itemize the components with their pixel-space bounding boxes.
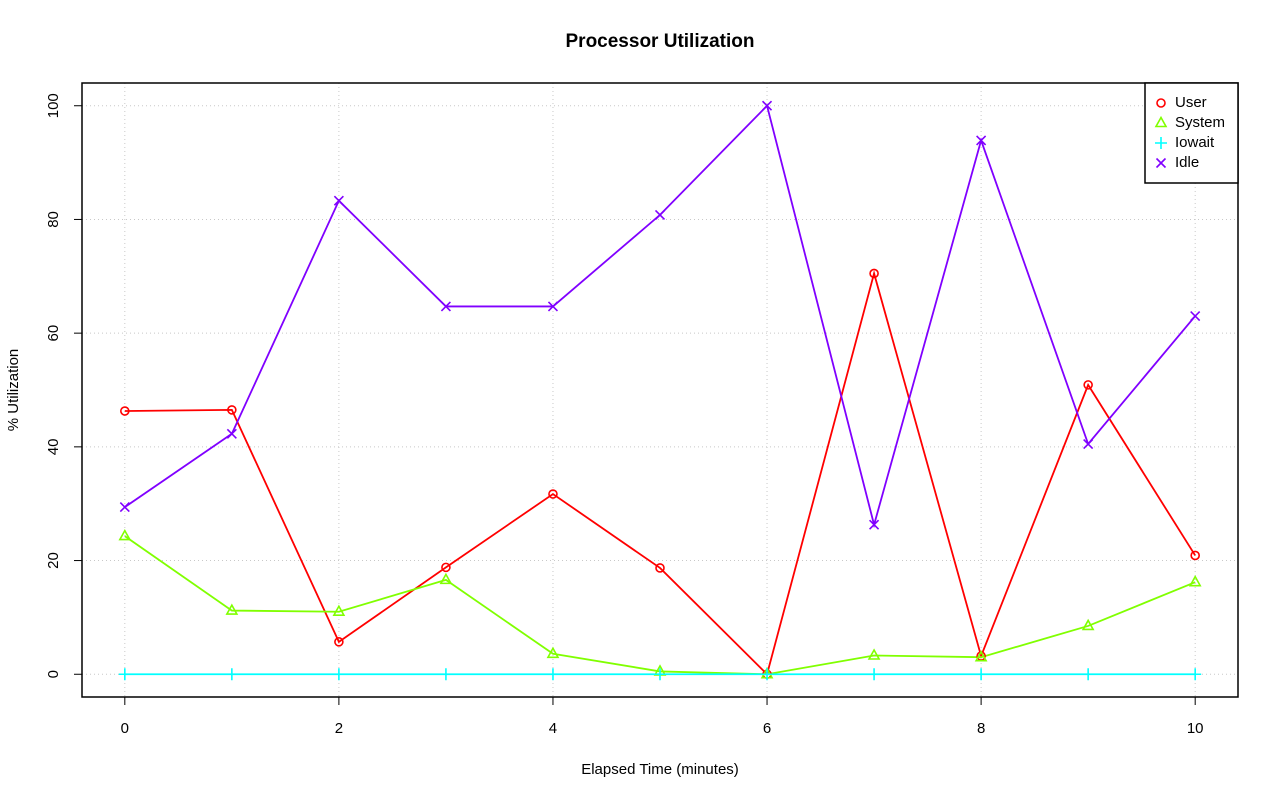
point: [1190, 550, 1200, 561]
legend-marker: [1154, 115, 1168, 128]
point: [761, 100, 773, 111]
point: [227, 405, 237, 415]
point: [332, 668, 345, 681]
point: [546, 668, 559, 681]
point: [548, 489, 558, 499]
point: [441, 562, 451, 573]
y-tick-label: 100: [45, 93, 62, 118]
point: [1083, 438, 1094, 450]
x-tick-label: 0: [121, 720, 129, 737]
point: [118, 528, 132, 541]
legend-label: System: [1175, 114, 1225, 131]
point: [120, 406, 130, 416]
point: [1189, 668, 1202, 681]
series-line: [124, 535, 1196, 676]
point: [868, 668, 881, 681]
point: [654, 668, 666, 681]
point: [1190, 311, 1201, 322]
point: [118, 668, 131, 681]
chart-title: Processor Utilization: [566, 31, 755, 52]
x-tick-label: 4: [549, 720, 557, 737]
x-tick-label: 10: [1187, 720, 1204, 737]
point: [439, 572, 453, 585]
legend-marker: [1156, 98, 1166, 108]
point: [654, 209, 666, 220]
point: [1083, 380, 1093, 390]
point: [119, 502, 130, 513]
point: [869, 519, 880, 530]
legend-label: Idle: [1175, 154, 1199, 171]
series-line: [124, 103, 1196, 529]
y-tick-label: 20: [45, 552, 62, 569]
point: [974, 650, 988, 662]
point: [225, 603, 239, 615]
x-tick-label: 6: [763, 720, 771, 737]
x-axis-label: Elapsed Time (minutes): [581, 761, 739, 778]
point: [334, 637, 344, 647]
point: [226, 428, 237, 439]
y-tick-label: 80: [45, 211, 62, 228]
point: [333, 195, 344, 206]
y-tick-label: 60: [45, 325, 62, 342]
point: [332, 604, 346, 617]
series-line: [124, 270, 1196, 676]
y-tick-label: 40: [45, 439, 62, 456]
x-tick-label: 2: [335, 720, 343, 737]
point: [439, 668, 452, 681]
point: [1082, 668, 1095, 681]
legend-marker: [1155, 137, 1167, 149]
point: [655, 563, 665, 573]
point: [869, 268, 879, 279]
legend-label: User: [1175, 94, 1207, 111]
point: [1081, 618, 1095, 631]
point: [546, 646, 560, 659]
point: [547, 301, 559, 312]
plot-frame: [81, 82, 1239, 698]
point: [440, 301, 451, 312]
y-tick-label: 0: [45, 670, 62, 678]
legend-label: Iowait: [1175, 134, 1215, 151]
x-tick-label: 8: [977, 720, 985, 737]
point: [761, 668, 774, 681]
point: [225, 668, 238, 681]
point: [1188, 575, 1202, 587]
legend-marker: [1155, 157, 1167, 169]
point: [975, 668, 988, 681]
point: [867, 648, 881, 660]
point: [976, 135, 987, 146]
y-axis-label: % Utilization: [5, 349, 22, 432]
